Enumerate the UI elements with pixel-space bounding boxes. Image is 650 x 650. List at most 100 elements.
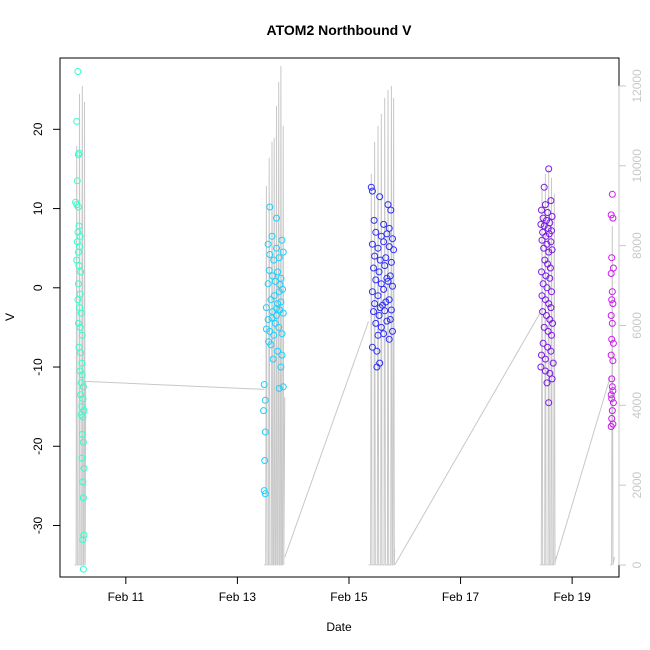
data-point <box>78 331 86 339</box>
data-point <box>279 248 287 256</box>
data-point <box>77 379 85 387</box>
data-point <box>278 236 286 244</box>
data-point <box>608 335 616 343</box>
data-point <box>389 327 396 335</box>
data-point <box>269 272 277 280</box>
data-point <box>381 262 389 270</box>
data-point <box>266 203 274 211</box>
y-axis: -30 -20 -10 0 10 20 <box>31 122 61 534</box>
data-point <box>262 325 270 333</box>
data-point <box>537 220 545 228</box>
data-point <box>608 407 616 415</box>
data-point <box>261 490 269 498</box>
data-point <box>376 193 384 201</box>
data-point <box>374 292 382 300</box>
data-point <box>265 266 273 274</box>
data-point <box>380 330 388 338</box>
data-point <box>266 251 274 258</box>
y-tick-label: -30 <box>31 516 45 534</box>
data-point <box>386 316 394 323</box>
data-point <box>548 246 556 254</box>
y2-tick-label: 8000 <box>630 232 644 259</box>
data-point <box>274 268 282 276</box>
y2-axis: 0 2000 4000 6000 8000 10000 12000 <box>618 69 644 568</box>
data-point <box>264 280 272 288</box>
data-point <box>373 363 381 371</box>
data-point <box>278 330 286 338</box>
data-point <box>275 323 283 331</box>
data-point <box>548 331 555 339</box>
data-point <box>541 201 549 209</box>
y-tick-label: 0 <box>31 284 45 291</box>
data-point <box>547 238 555 246</box>
data-point <box>609 387 617 395</box>
data-point <box>537 363 545 371</box>
data-point <box>372 319 380 327</box>
data-point <box>548 288 555 296</box>
data-point <box>538 236 546 244</box>
data-point <box>78 454 86 462</box>
x-axis: Feb 11 Feb 13 Feb 15 Feb 17 Feb 19 <box>108 576 591 604</box>
data-point <box>77 309 85 317</box>
data-point <box>380 238 388 246</box>
y2-tick-label: 2000 <box>630 472 644 499</box>
data-point <box>79 494 87 502</box>
data-point <box>376 256 384 264</box>
data-point <box>76 232 84 240</box>
data-point <box>80 464 88 472</box>
data-point <box>374 244 382 252</box>
data-point <box>371 252 379 260</box>
data-point <box>545 230 553 238</box>
data-point <box>544 209 552 216</box>
data-point <box>271 277 279 285</box>
data-point <box>77 268 85 276</box>
data-point <box>372 228 380 236</box>
data-point <box>273 214 280 222</box>
data-point <box>387 306 395 314</box>
data-point <box>271 319 279 327</box>
data-point <box>78 371 86 379</box>
data-point <box>387 206 395 214</box>
data-point <box>261 428 269 436</box>
data-point <box>74 68 82 75</box>
secondary-line-segment <box>264 65 286 566</box>
data-point <box>264 240 272 248</box>
data-point <box>387 258 395 266</box>
data-point <box>268 314 276 322</box>
data-point <box>367 183 375 191</box>
data-point <box>270 292 278 300</box>
data-point <box>543 379 551 387</box>
secondary-line-connector <box>284 321 369 558</box>
data-point <box>273 304 280 312</box>
data-point <box>538 206 545 214</box>
data-point <box>74 151 82 159</box>
data-point <box>609 339 617 347</box>
data-point <box>390 246 398 254</box>
data-point <box>541 355 549 363</box>
data-point <box>541 367 549 375</box>
data-point <box>384 201 392 209</box>
data-point <box>79 536 87 544</box>
data-point <box>608 190 616 198</box>
data-point <box>79 383 87 391</box>
data-point <box>370 308 377 316</box>
data-point <box>609 214 617 222</box>
y-tick-label: 20 <box>31 122 45 136</box>
data-point <box>273 244 280 252</box>
data-point <box>538 351 545 359</box>
data-point <box>539 308 547 316</box>
data-point <box>368 343 376 351</box>
data-point <box>608 254 616 262</box>
data-point <box>73 201 81 209</box>
data-point <box>540 183 548 191</box>
data-point <box>372 276 380 284</box>
secondary-line-connector <box>554 377 611 562</box>
data-point <box>74 280 82 288</box>
data-point <box>261 396 269 404</box>
data-point <box>549 359 557 367</box>
data-point <box>609 399 617 407</box>
data-point <box>538 292 546 300</box>
data-point <box>546 274 554 282</box>
data-point <box>547 197 555 205</box>
data-point <box>75 262 83 270</box>
